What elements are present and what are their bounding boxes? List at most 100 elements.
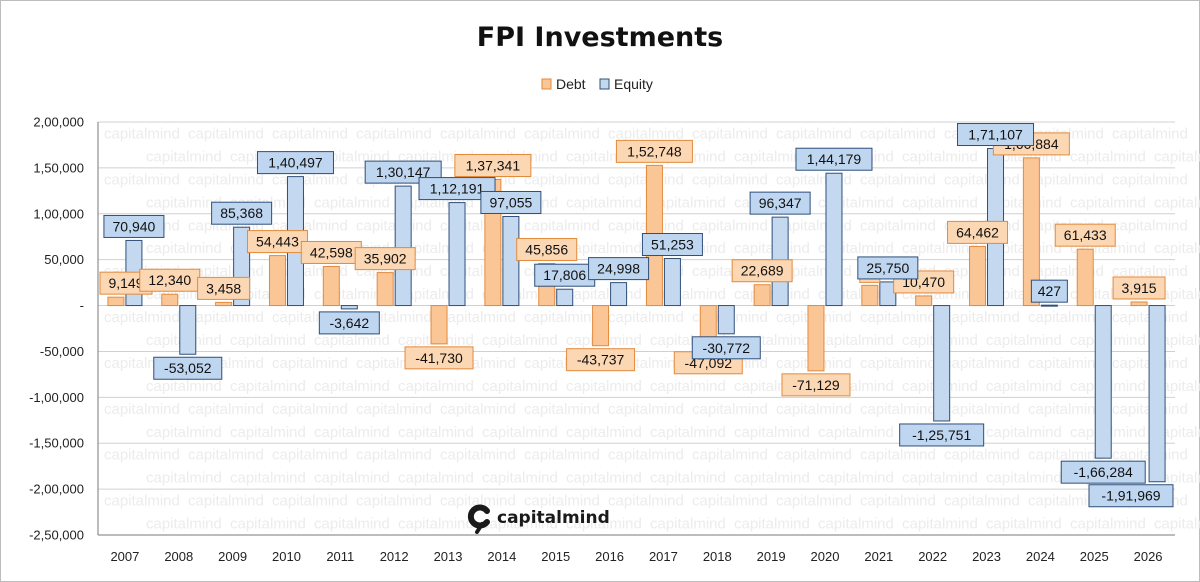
equity-bar-2015	[556, 288, 574, 307]
watermark-text: capitalmind	[566, 424, 642, 441]
debt-bar-2023	[969, 245, 987, 307]
x-tick-label: 2015	[541, 549, 570, 564]
watermark-text: capitalmind	[902, 194, 978, 211]
watermark-text: capitalmind	[566, 240, 642, 257]
watermark-text: capitalmind	[650, 424, 726, 441]
equity-label-2007-box	[103, 214, 165, 238]
watermark-text: capitalmind	[1028, 171, 1104, 188]
watermark-text: capitalmind	[440, 126, 516, 143]
equity-bar-2008	[179, 305, 197, 355]
watermark-text: capitalmind	[230, 516, 306, 533]
equity-label-2009-box	[211, 201, 273, 225]
watermark-text: capitalmind	[1070, 516, 1146, 533]
debt-bar-2011	[322, 265, 340, 307]
equity-bar-2011	[340, 305, 358, 310]
watermark-text: capitalmind	[734, 148, 810, 165]
watermark-text: capitalmind	[734, 470, 810, 487]
watermark-text: capitalmind	[776, 401, 852, 418]
x-tick-label: 2009	[218, 549, 247, 564]
watermark-text: capitalmind	[566, 194, 642, 211]
watermark-text: capitalmind	[104, 447, 180, 464]
debt-bar-2020	[807, 305, 825, 372]
watermark-text: capitalmind	[860, 171, 936, 188]
watermark-text: capitalmind	[944, 447, 1020, 464]
debt-label-2011: 42,598	[310, 244, 353, 260]
y-tick-label: 2,00,000	[33, 115, 84, 130]
watermark-text: capitalmind	[608, 401, 684, 418]
equity-label-2020: 1,44,179	[807, 151, 862, 167]
watermark-text: capitalmind	[314, 424, 390, 441]
watermark-text: capitalmind	[314, 194, 390, 211]
watermark-text: capitalmind	[188, 401, 264, 418]
debt-bar-2016	[592, 305, 610, 347]
watermark-text: capitalmind	[608, 126, 684, 143]
watermark-text: capitalmind	[314, 378, 390, 395]
watermark-text: capitalmind	[188, 447, 264, 464]
equity-bar-2017	[663, 258, 681, 307]
watermark-text: capitalmind	[230, 470, 306, 487]
x-tick-label: 2007	[110, 549, 139, 564]
equity-bar-2012	[394, 185, 412, 307]
equity-label-2024-box	[1030, 279, 1068, 303]
x-tick-label: 2022	[918, 549, 947, 564]
watermark-text: capitalmind	[482, 378, 558, 395]
watermark-text: capitalmind	[902, 148, 978, 165]
watermark-text: capitalmind	[482, 516, 558, 533]
axes: 2,00,000 1,50,000 1,00,000 50,000 - -50,000 -1…	[29, 115, 1175, 564]
watermark-text: capitalmind	[566, 286, 642, 303]
equity-bar-2013	[448, 202, 466, 307]
watermark-text: capitalmind	[440, 309, 516, 326]
x-tick-label: 2008	[164, 549, 193, 564]
watermark-text: capitalmind	[902, 240, 978, 257]
equity-label-2013: 1,12,191	[430, 181, 485, 197]
watermark-text: capitalmind	[608, 493, 684, 510]
watermark-text: capitalmind	[608, 447, 684, 464]
watermark-text: capitalmind	[524, 401, 600, 418]
legend-swatch-equity	[599, 78, 610, 90]
watermark-text: capitalmind	[482, 470, 558, 487]
debt-label-2014: 1,37,341	[466, 158, 521, 174]
equity-label-2018-box	[691, 336, 761, 360]
watermark-text: capitalmind	[692, 171, 768, 188]
equity-label-2026-box	[1088, 484, 1174, 508]
watermark-text: capitalmind	[902, 470, 978, 487]
watermark-text: capitalmind	[482, 332, 558, 349]
watermark-text: capitalmind	[1028, 355, 1104, 372]
equity-label-2017-box	[641, 233, 703, 257]
debt-label-2020: -71,129	[792, 377, 840, 393]
watermark-text: capitalmind	[398, 424, 474, 441]
equity-label-2013-box	[418, 177, 496, 201]
debt-label-2025-box	[1054, 223, 1116, 247]
watermark-text: capitalmind	[440, 493, 516, 510]
debt-bar-2010	[268, 255, 286, 307]
watermark-text: capitalmind	[188, 309, 264, 326]
debt-label-2017-box	[615, 139, 693, 163]
watermark-text: capitalmind	[1112, 217, 1188, 234]
watermark-text: capitalmind	[818, 470, 894, 487]
watermark-text: capitalmind	[272, 447, 348, 464]
watermark-text: capitalmind	[1154, 516, 1200, 533]
watermark-text: capitalmind	[146, 470, 222, 487]
watermark-text: capitalmind	[1070, 148, 1146, 165]
x-tick-label: 2026	[1134, 549, 1163, 564]
watermark-text: capitalmind	[860, 401, 936, 418]
legend-label-debt: Debt	[556, 76, 586, 92]
watermark-text: capitalmind	[146, 194, 222, 211]
watermark-text: capitalmind	[356, 447, 432, 464]
watermark-text: capitalmind	[398, 378, 474, 395]
equity-label-2014: 97,055	[489, 194, 532, 210]
watermark-text: capitalmind	[524, 217, 600, 234]
watermark-text: capitalmind	[860, 217, 936, 234]
watermark-text: capitalmind	[776, 126, 852, 143]
equity-bar-2022	[933, 305, 951, 422]
watermark-text: capitalmind	[440, 401, 516, 418]
x-tick-label: 2025	[1080, 549, 1109, 564]
watermark-text: capitalmind	[1154, 240, 1200, 257]
watermark-text: capitalmind	[1112, 171, 1188, 188]
chart-title: FPI Investments	[477, 22, 723, 53]
watermark-text: capitalmind	[1028, 493, 1104, 510]
equity-label-2016: 24,998	[597, 261, 640, 277]
debt-bar-2022	[915, 295, 933, 307]
watermark-text: capitalmind	[104, 126, 180, 143]
